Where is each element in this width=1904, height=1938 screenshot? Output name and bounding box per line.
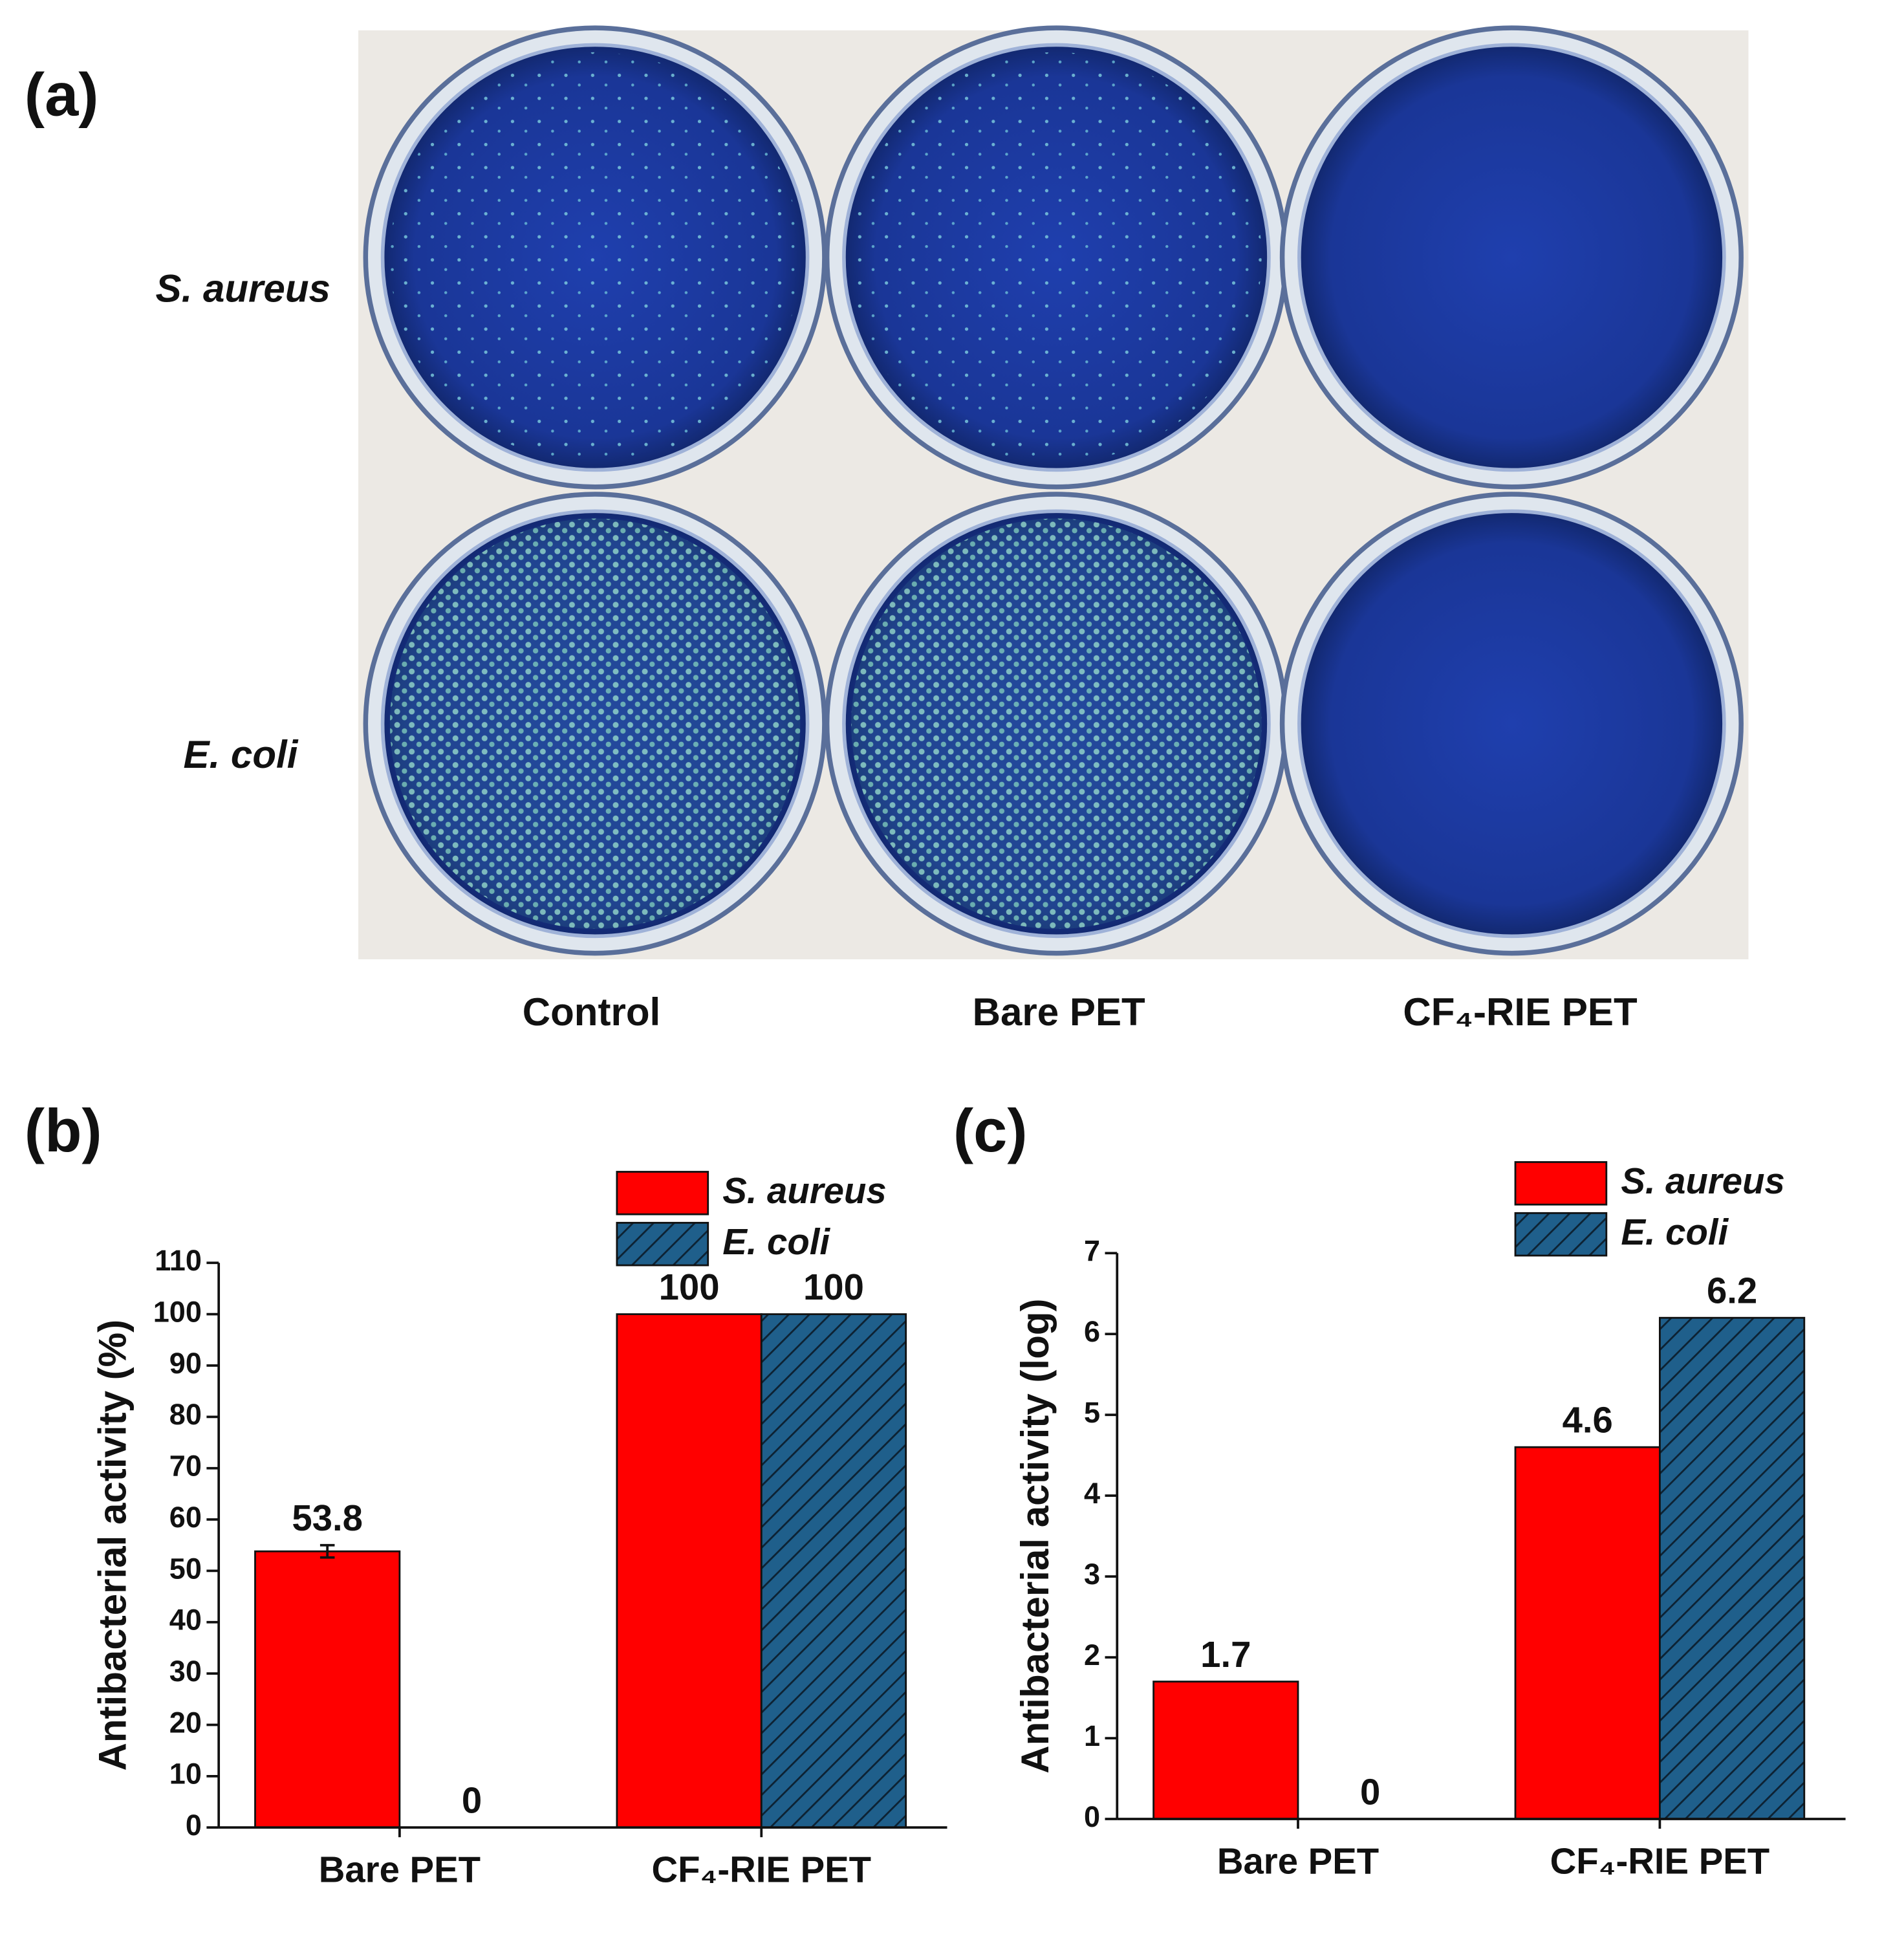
value-label: 6.2 — [1707, 1270, 1757, 1311]
y-axis-title: Antibacterial activity (log) — [1013, 1299, 1057, 1774]
y-tick-label: 3 — [1084, 1558, 1100, 1591]
y-tick-label: 100 — [153, 1296, 202, 1329]
y-tick-label: 5 — [1084, 1396, 1100, 1429]
legend-label: S. aureus — [1621, 1160, 1784, 1201]
legend-swatch — [1514, 1212, 1608, 1257]
error-bar — [319, 1543, 335, 1559]
column-label: Control — [523, 990, 661, 1034]
colonies — [389, 518, 801, 930]
y-tick-label: 60 — [169, 1501, 202, 1534]
bar — [254, 1550, 401, 1829]
row-label: S. aureus — [156, 267, 330, 310]
value-label: 53.8 — [292, 1497, 363, 1538]
y-tick-label: 0 — [1084, 1800, 1100, 1833]
bar — [1514, 1446, 1661, 1820]
panel-label: (c) — [953, 1096, 1028, 1164]
legend-label: S. aureus — [722, 1170, 886, 1211]
y-tick-label: 80 — [169, 1398, 202, 1431]
value-label: 0 — [1360, 1771, 1380, 1812]
y-tick-label: 10 — [169, 1758, 202, 1791]
y-tick-label: 1 — [1084, 1719, 1100, 1752]
x-tick-label: CF₄-RIE PET — [651, 1849, 871, 1890]
y-tick-label: 30 — [169, 1655, 202, 1688]
y-tick-label: 7 — [1084, 1234, 1100, 1267]
y-tick-label: 2 — [1084, 1639, 1100, 1671]
value-label: 100 — [659, 1267, 720, 1307]
x-tick-label: CF₄-RIE PET — [1550, 1840, 1770, 1881]
bar — [1152, 1681, 1299, 1820]
legend-label: E. coli — [1621, 1212, 1729, 1252]
x-tick-label: Bare PET — [319, 1849, 481, 1890]
bar — [616, 1313, 763, 1829]
y-tick-label: 6 — [1084, 1315, 1100, 1348]
y-tick-label: 20 — [169, 1706, 202, 1739]
y-axis-title: Antibacterial activity (%) — [91, 1320, 134, 1771]
row-label: E. coli — [184, 733, 299, 776]
y-tick-label: 70 — [169, 1450, 202, 1483]
y-tick-label: 40 — [169, 1604, 202, 1637]
x-tick-label: Bare PET — [1217, 1840, 1379, 1881]
bar — [1658, 1316, 1806, 1820]
legend-label: E. coli — [722, 1221, 830, 1262]
colonies — [389, 52, 801, 463]
y-tick-label: 0 — [186, 1809, 202, 1842]
legend-swatch — [1514, 1161, 1608, 1206]
legend-swatch — [616, 1221, 709, 1267]
value-label: 0 — [462, 1780, 482, 1821]
value-label: 1.7 — [1200, 1634, 1251, 1675]
agar — [1297, 43, 1726, 472]
colonies — [851, 518, 1262, 930]
panel-label: (a) — [25, 61, 99, 129]
y-tick-label: 90 — [169, 1347, 202, 1380]
value-label: 4.6 — [1563, 1400, 1613, 1441]
bar — [760, 1313, 907, 1829]
y-tick-label: 50 — [169, 1552, 202, 1585]
colonies — [851, 52, 1262, 463]
value-label: 100 — [803, 1267, 864, 1307]
column-label: CF₄-RIE PET — [1403, 990, 1638, 1034]
legend-swatch — [616, 1171, 709, 1215]
column-label: Bare PET — [973, 990, 1145, 1034]
agar — [1297, 509, 1726, 939]
y-tick-label: 110 — [155, 1244, 202, 1277]
panel-label: (b) — [25, 1096, 102, 1164]
y-tick-label: 4 — [1084, 1477, 1100, 1510]
